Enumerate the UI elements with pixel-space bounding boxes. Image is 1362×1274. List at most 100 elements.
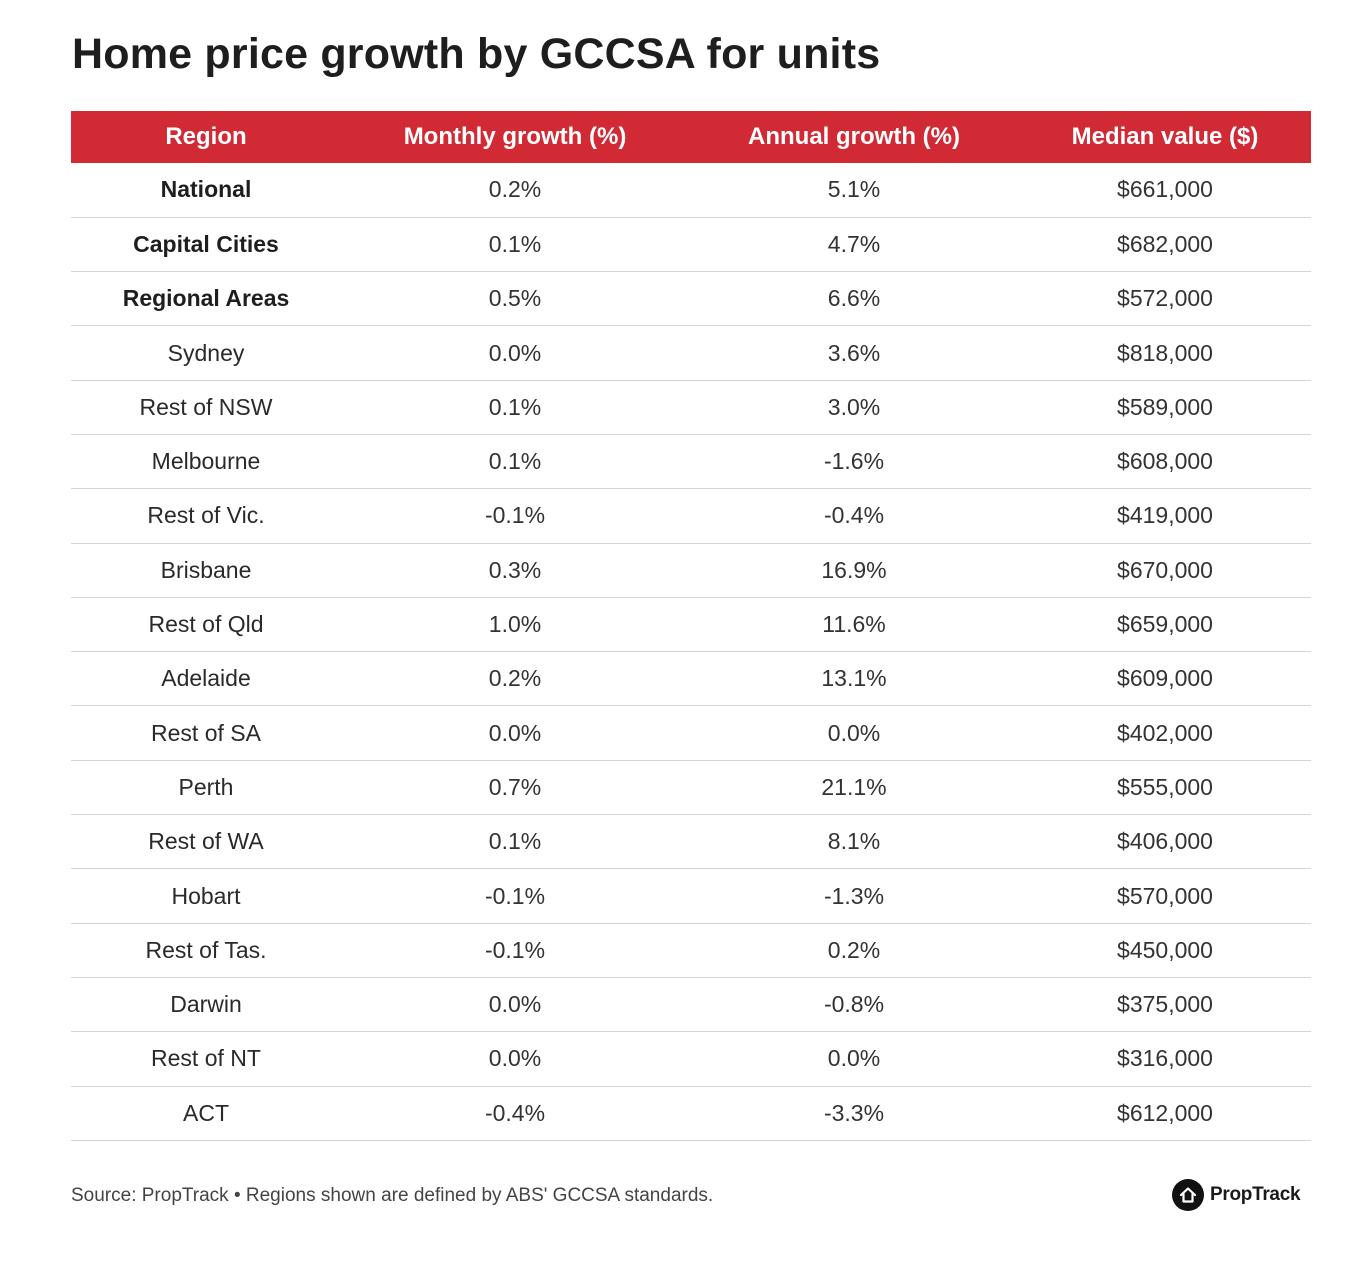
region-cell: Rest of Vic. [147, 502, 265, 529]
monthly-growth-cell: 0.0% [488, 719, 542, 746]
monthly-growth-cell: 0.5% [488, 285, 542, 312]
table-row: Rest of NSW 0.1% 3.0% $589,000 [71, 380, 1311, 435]
median-value-cell: $419,000 [1117, 502, 1213, 529]
median-value-cell: $670,000 [1117, 556, 1213, 583]
median-value-cell: $555,000 [1117, 773, 1213, 800]
annual-growth-cell: -0.4% [823, 502, 885, 529]
growth-table: Region Monthly growth (%) Annual growth … [71, 111, 1311, 1141]
region-cell: Regional Areas [122, 285, 290, 312]
table-body: National 0.2% 5.1% $661,000 Capital Cities 0.… [71, 163, 1311, 1141]
house-logo-icon [1172, 1179, 1204, 1211]
table-row: Rest of Vic. -0.1% -0.4% $419,000 [71, 489, 1311, 544]
annual-growth-cell: 3.6% [827, 339, 881, 366]
median-value-cell: $659,000 [1117, 611, 1213, 638]
annual-growth-cell: 4.7% [827, 230, 881, 257]
annual-growth-cell: 6.6% [827, 285, 881, 312]
median-value-cell: $450,000 [1117, 936, 1213, 963]
monthly-growth-cell: 0.1% [488, 828, 542, 855]
table-row: Rest of Qld 1.0% 11.6% $659,000 [71, 597, 1311, 652]
column-header-annual-growth: Annual growth (%) [748, 123, 960, 150]
region-cell: Brisbane [160, 556, 252, 583]
table-row: Perth 0.7% 21.1% $555,000 [71, 760, 1311, 815]
chart-title: Home price growth by GCCSA for units [72, 30, 881, 78]
region-cell: Darwin [170, 991, 242, 1018]
table-row: Sydney 0.0% 3.6% $818,000 [71, 326, 1311, 381]
monthly-growth-cell: -0.1% [484, 882, 546, 909]
table-row: Rest of WA 0.1% 8.1% $406,000 [71, 815, 1311, 869]
region-cell: Hobart [171, 882, 241, 909]
monthly-growth-cell: -0.1% [484, 936, 546, 963]
annual-growth-cell: -1.6% [823, 448, 885, 475]
table-header: Region Monthly growth (%) Annual growth … [71, 111, 1311, 163]
median-value-cell: $570,000 [1117, 882, 1213, 909]
monthly-growth-cell: 0.1% [488, 230, 542, 257]
region-cell: Rest of Qld [148, 611, 264, 638]
annual-growth-cell: -3.3% [823, 1099, 885, 1126]
median-value-cell: $682,000 [1117, 230, 1213, 257]
median-value-cell: $402,000 [1117, 719, 1213, 746]
table-row: ACT -0.4% -3.3% $612,000 [71, 1086, 1311, 1141]
monthly-growth-cell: -0.4% [484, 1099, 546, 1126]
monthly-growth-cell: 0.2% [488, 176, 542, 203]
annual-growth-cell: -0.8% [823, 991, 885, 1018]
median-value-cell: $609,000 [1117, 665, 1213, 692]
table-row: Brisbane 0.3% 16.9% $670,000 [71, 543, 1311, 598]
median-value-cell: $375,000 [1117, 991, 1213, 1018]
median-value-cell: $316,000 [1117, 1045, 1213, 1072]
column-header-monthly-growth: Monthly growth (%) [403, 123, 627, 150]
annual-growth-cell: 8.1% [827, 828, 881, 855]
monthly-growth-cell: -0.1% [484, 502, 546, 529]
region-cell: Sydney [167, 339, 245, 366]
median-value-cell: $572,000 [1117, 285, 1213, 312]
annual-growth-cell: 0.2% [827, 936, 881, 963]
region-cell: Rest of SA [151, 719, 261, 746]
proptrack-logo: PropTrack [1172, 1179, 1301, 1211]
table-row: Adelaide 0.2% 13.1% $609,000 [71, 652, 1311, 706]
table-row: Rest of SA 0.0% 0.0% $402,000 [71, 706, 1311, 761]
median-value-cell: $612,000 [1117, 1099, 1213, 1126]
annual-growth-cell: 3.0% [827, 393, 881, 420]
monthly-growth-cell: 0.0% [488, 1045, 542, 1072]
region-cell: Rest of NSW [139, 393, 273, 420]
monthly-growth-cell: 1.0% [488, 611, 542, 638]
annual-growth-cell: 13.1% [821, 665, 887, 692]
table-row: Rest of Tas. -0.1% 0.2% $450,000 [71, 923, 1311, 978]
table-row: Melbourne 0.1% -1.6% $608,000 [71, 434, 1311, 489]
monthly-growth-cell: 0.3% [488, 556, 542, 583]
table-row: National 0.2% 5.1% $661,000 [71, 163, 1311, 218]
region-cell: Rest of Tas. [145, 936, 267, 963]
annual-growth-cell: 0.0% [827, 1045, 881, 1072]
monthly-growth-cell: 0.0% [488, 991, 542, 1018]
median-value-cell: $589,000 [1117, 393, 1213, 420]
median-value-cell: $608,000 [1117, 448, 1213, 475]
column-header-median-value: Median value ($) [1071, 123, 1259, 150]
monthly-growth-cell: 0.1% [488, 393, 542, 420]
annual-growth-cell: 21.1% [821, 773, 887, 800]
monthly-growth-cell: 0.7% [488, 773, 542, 800]
annual-growth-cell: -1.3% [823, 882, 885, 909]
median-value-cell: $661,000 [1117, 176, 1213, 203]
median-value-cell: $818,000 [1117, 339, 1213, 366]
median-value-cell: $406,000 [1117, 828, 1213, 855]
table-row: Rest of NT 0.0% 0.0% $316,000 [71, 1032, 1311, 1087]
region-cell: Rest of WA [148, 828, 264, 855]
region-cell: Capital Cities [133, 230, 279, 257]
column-header-region: Region [165, 123, 247, 150]
annual-growth-cell: 0.0% [827, 719, 881, 746]
region-cell: National [160, 176, 252, 203]
annual-growth-cell: 16.9% [821, 556, 887, 583]
region-cell: Adelaide [161, 665, 251, 692]
annual-growth-cell: 11.6% [822, 611, 886, 638]
monthly-growth-cell: 0.0% [488, 339, 542, 366]
region-cell: Perth [178, 773, 234, 800]
brand-name: PropTrack [1210, 1184, 1301, 1205]
region-cell: ACT [183, 1099, 229, 1126]
header-row: Region Monthly growth (%) Annual growth … [71, 111, 1311, 163]
table-row: Capital Cities 0.1% 4.7% $682,000 [71, 217, 1311, 272]
monthly-growth-cell: 0.2% [488, 665, 542, 692]
region-cell: Rest of NT [151, 1045, 261, 1072]
table-row: Hobart -0.1% -1.3% $570,000 [71, 869, 1311, 924]
monthly-growth-cell: 0.1% [488, 448, 542, 475]
region-cell: Melbourne [151, 448, 261, 475]
table-row: Darwin 0.0% -0.8% $375,000 [71, 977, 1311, 1032]
